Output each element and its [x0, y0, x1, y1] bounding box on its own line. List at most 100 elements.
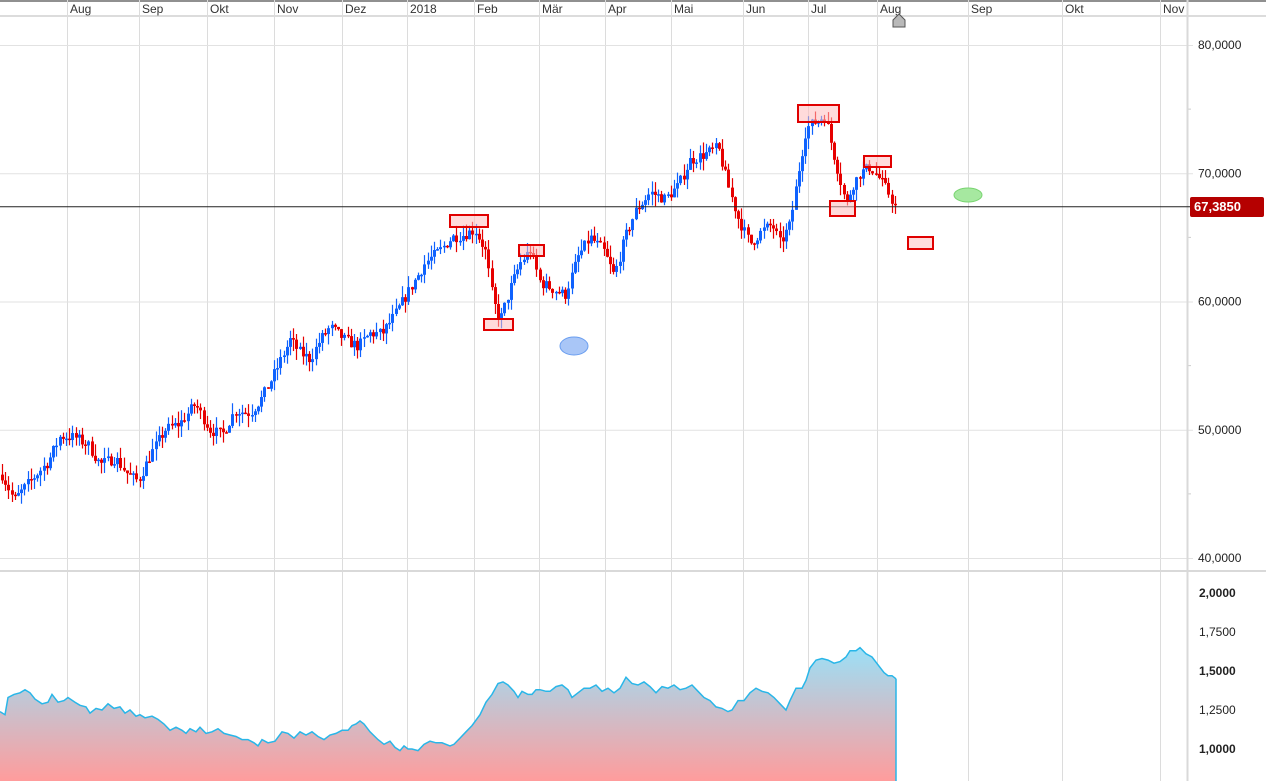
up-candle-body: [49, 457, 52, 469]
down-candle-body: [535, 255, 538, 270]
up-candle-body: [417, 275, 420, 280]
up-candle-body: [788, 221, 791, 230]
indicator-tick-label: 2,0000: [1199, 586, 1236, 600]
down-candle-body: [628, 229, 631, 232]
down-candle-body: [84, 444, 87, 446]
down-candle-body: [654, 191, 657, 195]
blue-ellipse-marker[interactable]: [559, 336, 589, 356]
highlight-box[interactable]: [797, 104, 840, 123]
price-tick-label: 50,0000: [1198, 423, 1242, 437]
up-candle-body: [510, 283, 513, 300]
up-candle-body: [107, 456, 110, 459]
down-candle-body: [881, 177, 884, 180]
up-candle-body: [500, 313, 503, 320]
up-candle-body: [318, 342, 321, 347]
month-label: Jul: [811, 2, 826, 16]
up-candle-body: [65, 438, 68, 441]
up-candle-body: [321, 333, 324, 343]
month-label: Aug: [880, 2, 901, 16]
up-candle-body: [151, 449, 154, 462]
up-candle-body: [686, 169, 689, 180]
up-candle-body: [231, 414, 234, 426]
up-candle-body: [385, 324, 388, 334]
up-candle-body: [631, 219, 634, 231]
chart-annotations[interactable]: [449, 104, 983, 356]
up-candle-body: [113, 464, 116, 466]
green-ellipse-marker[interactable]: [953, 187, 983, 203]
down-candle-body: [75, 433, 78, 438]
down-candle-body: [4, 480, 7, 485]
down-candle-body: [737, 211, 740, 219]
down-candle-body: [446, 245, 449, 248]
month-label: Okt: [210, 2, 229, 16]
down-candle-body: [183, 420, 186, 422]
down-candle-body: [724, 166, 727, 170]
down-candle-body: [196, 405, 199, 408]
up-candle-body: [443, 245, 446, 248]
month-label: Apr: [608, 2, 627, 16]
down-candle-body: [769, 223, 772, 226]
down-candle-body: [772, 225, 775, 229]
up-candle-body: [369, 332, 372, 336]
down-candle-body: [1, 474, 4, 481]
up-candle-body: [273, 369, 276, 382]
down-candle-body: [670, 194, 673, 198]
down-candle-body: [193, 404, 196, 406]
down-candle-body: [878, 173, 881, 178]
month-label: Sep: [142, 2, 164, 16]
down-candle-body: [587, 240, 590, 244]
down-candle-body: [734, 197, 737, 212]
up-candle-body: [708, 147, 711, 153]
up-candle-body: [785, 229, 788, 242]
last-price-tag: 67,3850: [1190, 197, 1264, 217]
up-candle-body: [331, 324, 334, 329]
up-candle-body: [580, 250, 583, 256]
up-candle-body: [801, 156, 804, 172]
highlight-box[interactable]: [829, 200, 856, 217]
down-candle-body: [324, 333, 327, 335]
month-label: 2018: [410, 2, 437, 16]
up-candle-body: [452, 235, 455, 242]
today-marker-icon[interactable]: [892, 13, 906, 28]
up-candle-body: [625, 229, 628, 240]
month-label: Mai: [674, 2, 693, 16]
highlight-box[interactable]: [449, 214, 489, 228]
up-candle-body: [71, 433, 74, 441]
down-candle-body: [244, 412, 247, 415]
up-candle-body: [263, 387, 266, 398]
down-candle-body: [372, 332, 375, 337]
highlight-box[interactable]: [907, 236, 934, 250]
down-candle-body: [308, 353, 311, 363]
up-candle-body: [414, 279, 417, 290]
up-candle-body: [667, 194, 670, 196]
up-candle-body: [622, 239, 625, 262]
down-candle-body: [779, 231, 782, 238]
highlight-box[interactable]: [518, 244, 545, 257]
down-candle-body: [731, 187, 734, 198]
up-candle-body: [311, 359, 314, 363]
up-candle-body: [798, 171, 801, 187]
up-candle-body: [299, 346, 302, 349]
price-tick-label: 40,0000: [1198, 551, 1242, 565]
up-candle-body: [97, 459, 100, 462]
down-candle-body: [718, 143, 721, 149]
indicator-area-fill: [0, 647, 896, 781]
down-candle-body: [551, 288, 554, 293]
indicator-tick-label: 1,0000: [1199, 742, 1236, 756]
up-candle-body: [503, 302, 506, 314]
month-label: Aug: [70, 2, 91, 16]
down-candle-body: [465, 235, 468, 240]
month-label: Okt: [1065, 2, 1084, 16]
down-candle-body: [683, 175, 686, 180]
highlight-box[interactable]: [863, 155, 892, 168]
up-candle-body: [673, 188, 676, 198]
up-candle-body: [705, 152, 708, 159]
up-candle-body: [619, 261, 622, 266]
up-candle-body: [423, 264, 426, 275]
highlight-box[interactable]: [483, 318, 514, 331]
down-candle-body: [839, 173, 842, 185]
up-candle-body: [507, 299, 510, 303]
down-candle-body: [833, 142, 836, 160]
down-candle-body: [593, 235, 596, 241]
